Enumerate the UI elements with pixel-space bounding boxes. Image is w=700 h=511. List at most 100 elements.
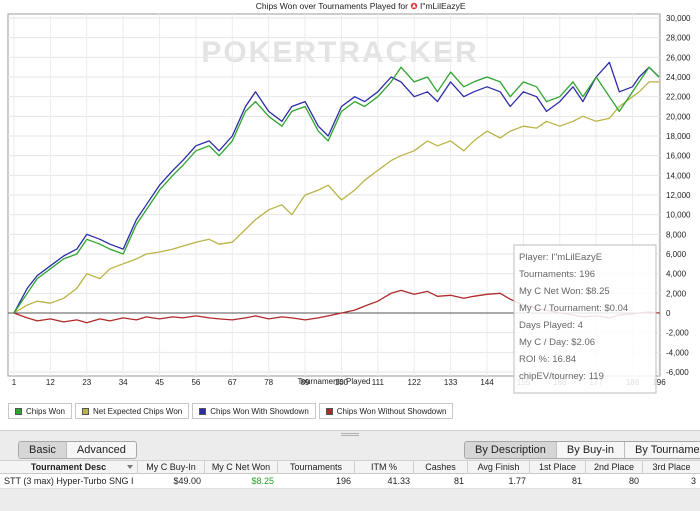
sort-arrow-icon [127, 465, 133, 469]
tab-by-tournament[interactable]: By Tournament [635, 444, 700, 456]
tab-basic[interactable]: Basic [19, 442, 67, 458]
legend-swatch-yellow-icon [81, 407, 89, 415]
y-tick-label: 20,000 [666, 112, 691, 121]
stats-net-won: My C Net Won: $8.25 [519, 286, 610, 297]
y-tick-label: 6,000 [666, 250, 687, 259]
column-tournaments[interactable]: Tournaments [278, 461, 355, 475]
stats-chipev: chipEV/tourney: 119 [519, 371, 604, 382]
stats-per-day: My C / Day: $2.06 [519, 337, 595, 348]
y-tick-label: 30,000 [666, 14, 691, 23]
legend-label: Chips Won [26, 406, 65, 416]
column-itm[interactable]: ITM % [355, 461, 414, 475]
x-tick-label: 1 [12, 378, 17, 387]
stats-days-played: Days Played: 4 [519, 320, 583, 331]
column-1st-place[interactable]: 1st Place [530, 461, 586, 475]
y-tick-label: 10,000 [666, 211, 691, 220]
y-tick-label: 2,000 [666, 289, 687, 298]
cell-buy-in: $49.00 [173, 476, 201, 486]
x-tick-label: 12 [46, 378, 55, 387]
cell-cashes: 81 [453, 476, 464, 486]
x-axis-label: Tournaments Played [298, 377, 371, 386]
y-tick-label: 4,000 [666, 270, 687, 279]
x-tick-label: 111 [372, 378, 385, 387]
y-tick-label: -2,000 [666, 329, 689, 338]
x-tick-label: 89 [301, 378, 310, 387]
chart-title: Chips Won over Tournaments Played for [256, 1, 408, 11]
y-tick-label: -6,000 [666, 368, 689, 377]
x-tick-label: 67 [228, 378, 237, 387]
y-tick-label: 12,000 [666, 191, 691, 200]
stats-roi: ROI %: 16.84 [519, 354, 576, 365]
series-line-net-expected [13, 81, 659, 314]
column-3rd-place[interactable]: 3rd Place [652, 462, 691, 472]
column-2nd-place[interactable]: 2nd Place [586, 461, 643, 475]
legend-item-net-expected[interactable]: Net Expected Chips Won [74, 403, 190, 419]
y-tick-label: 18,000 [666, 132, 691, 141]
table-header: Tournament Desc My C Buy-In My C Net Won… [0, 460, 700, 475]
column-buy-in[interactable]: My C Buy-In [138, 461, 205, 475]
stats-player: Player: I"mLilEazyE [519, 252, 602, 263]
tab-advanced[interactable]: Advanced [76, 444, 126, 456]
y-tick-label: 24,000 [666, 73, 691, 82]
legend-label: Chips Won With Showdown [210, 406, 309, 416]
pokertracker-watermark: POKERTRACKER [201, 36, 478, 69]
legend-swatch-blue-icon [199, 407, 207, 415]
x-tick-label: 56 [191, 378, 200, 387]
column-tournament-desc[interactable]: Tournament Desc [0, 461, 138, 475]
cell-avg-finish: 1.77 [508, 476, 526, 486]
cell-2nd-place: 80 [628, 476, 639, 486]
series-lines [13, 61, 660, 324]
legend-swatch-red-icon [325, 407, 333, 415]
column-cashes[interactable]: Cashes [414, 461, 468, 475]
y-tick-label: 28,000 [666, 34, 691, 43]
x-tick-label: 78 [264, 378, 273, 387]
legend-label: Net Expected Chips Won [92, 406, 183, 416]
cell-itm: 41.33 [387, 476, 410, 486]
y-tick-label: 26,000 [666, 53, 691, 62]
y-tick-label: 16,000 [666, 152, 691, 161]
table-row[interactable]: STT (3 max) Hyper-Turbo SNG I $49.00 $8.… [0, 474, 700, 489]
x-tick-label: 122 [408, 378, 422, 387]
cell-tournament-desc: STT (3 max) Hyper-Turbo SNG I [4, 476, 134, 486]
legend-item-without-showdown[interactable]: Chips Won Without Showdown [318, 403, 454, 419]
y-tick-label: 14,000 [666, 171, 691, 180]
series-line-with-showdown [13, 61, 660, 314]
column-avg-finish[interactable]: Avg Finish [468, 461, 530, 475]
x-tick-label: 133 [444, 378, 458, 387]
x-tick-label: 144 [480, 378, 494, 387]
stats-box: Player: I"mLilEazyE Tournaments: 196 My … [513, 244, 657, 394]
stats-tournaments: Tournaments: 196 [519, 269, 595, 280]
x-tick-label: 100 [335, 378, 349, 387]
y-tick-label: -4,000 [666, 348, 689, 357]
grouping-toggle: By Description By Buy-in By Tournament [464, 441, 700, 459]
splitter-handle[interactable] [341, 433, 359, 436]
legend-swatch-green-icon [15, 407, 22, 415]
x-tick-label: 45 [155, 378, 164, 387]
results-panel: Basic Advanced By Description By Buy-in … [0, 430, 700, 511]
x-tick-label: 196 [652, 378, 666, 387]
tab-by-buyin[interactable]: By Buy-in [557, 442, 625, 458]
x-tick-label: 23 [82, 378, 91, 387]
y-tick-label: 0 [666, 309, 671, 318]
chart-title-player: I"mLilEazyE [420, 1, 466, 11]
cell-net-won: $8.25 [251, 476, 274, 486]
cell-tournaments: 196 [335, 476, 351, 486]
player-badge-icon [410, 2, 418, 10]
stats-per-tournament: My C / Tournament: $0.04 [519, 303, 628, 314]
y-axis: -6,000 -4,000 -2,000 0 2,000 4,000 6,000 8,000 1… [666, 14, 691, 377]
column-net-won[interactable]: My C Net Won [205, 461, 278, 475]
legend-item-with-showdown[interactable]: Chips Won With Showdown [192, 403, 316, 419]
legend-item-chips-won[interactable]: Chips Won [8, 403, 72, 419]
series-line-chips-won [13, 66, 660, 314]
y-tick-label: 22,000 [666, 93, 691, 102]
chart-legend: Chips Won Net Expected Chips Won Chips W… [8, 403, 456, 419]
view-mode-toggle: Basic Advanced [18, 441, 137, 459]
chips-won-chart: Chips Won over Tournaments Played for I"… [7, 1, 692, 394]
cell-1st-place: 81 [571, 476, 582, 486]
y-tick-label: 8,000 [666, 230, 687, 239]
x-tick-label: 34 [119, 378, 128, 387]
tab-by-description[interactable]: By Description [465, 442, 557, 458]
cell-3rd-place: 3 [690, 476, 696, 486]
legend-label: Chips Won Without Showdown [336, 406, 447, 416]
